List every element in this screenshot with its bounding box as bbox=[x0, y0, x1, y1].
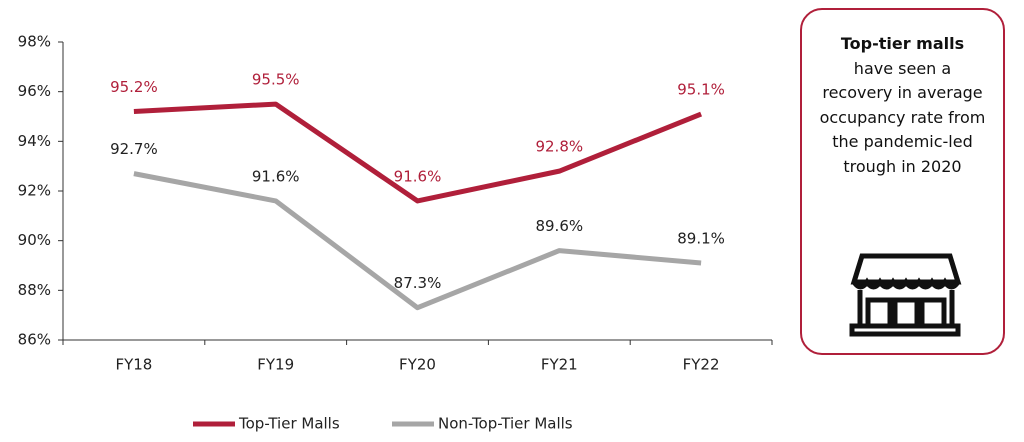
series-line bbox=[133, 171, 702, 311]
y-tick-label: 90% bbox=[18, 231, 51, 249]
callout-text: have seen a recovery in average occupanc… bbox=[819, 58, 986, 176]
legend-label: Top-Tier Malls bbox=[238, 415, 340, 433]
value-label: 95.1% bbox=[677, 81, 725, 99]
store-icon bbox=[849, 253, 962, 337]
y-tick-label: 88% bbox=[18, 281, 51, 299]
value-label: 95.5% bbox=[252, 71, 300, 89]
value-label: 91.6% bbox=[252, 167, 300, 185]
value-label: 91.6% bbox=[394, 167, 442, 185]
legend-label: Non-Top-Tier Malls bbox=[438, 415, 573, 433]
x-tick-label: FY20 bbox=[399, 356, 436, 374]
value-label: 92.8% bbox=[535, 138, 583, 156]
y-tick-label: 94% bbox=[18, 132, 51, 150]
callout-title: Top-tier malls bbox=[840, 34, 965, 53]
value-label: 89.1% bbox=[677, 230, 725, 248]
value-label: 92.7% bbox=[110, 140, 158, 158]
y-tick-label: 96% bbox=[18, 82, 51, 100]
series-line bbox=[133, 101, 703, 204]
value-label: 95.2% bbox=[110, 78, 158, 96]
y-tick-label: 86% bbox=[18, 331, 51, 349]
y-tick-label: 98% bbox=[18, 33, 51, 51]
value-label: 87.3% bbox=[394, 274, 442, 292]
x-tick-label: FY22 bbox=[683, 356, 720, 374]
y-tick-label: 92% bbox=[18, 182, 51, 200]
value-label: 89.6% bbox=[535, 217, 583, 235]
x-tick-label: FY21 bbox=[541, 356, 578, 374]
x-tick-label: FY18 bbox=[115, 356, 152, 374]
callout: Top-tier malls have seen a recovery in a… bbox=[800, 8, 1005, 355]
x-tick-label: FY19 bbox=[257, 356, 294, 374]
